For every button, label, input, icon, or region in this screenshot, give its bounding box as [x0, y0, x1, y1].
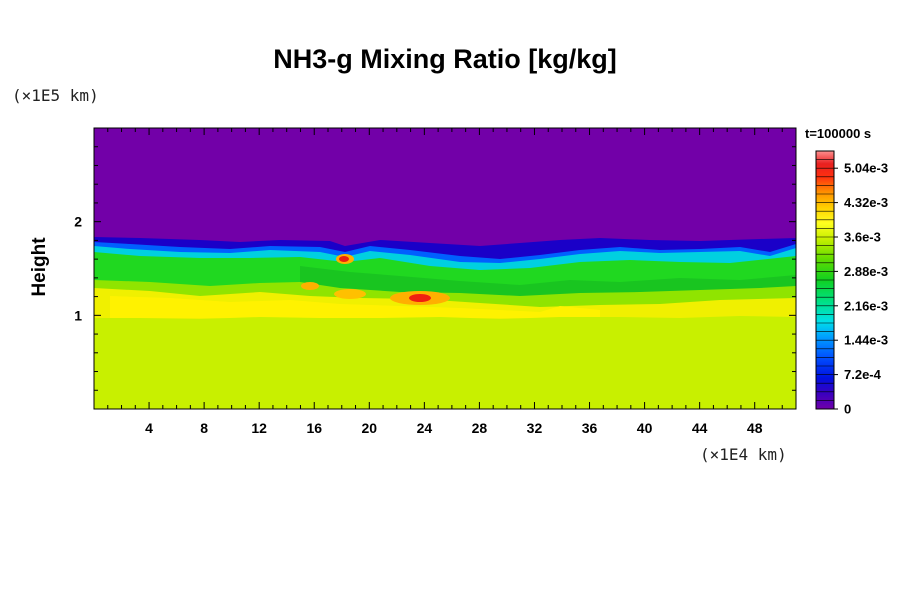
- x-tick-label: 8: [200, 420, 208, 436]
- x-axis: 4 8 12 16 20 24 28 32 36 40 44 48: [107, 128, 783, 436]
- x-tick-label: 12: [251, 420, 267, 436]
- x-axis-unit-label: (×1E4 km): [700, 445, 787, 464]
- layer-lower-lime: [94, 316, 796, 409]
- maximum-red-core: [409, 294, 431, 302]
- upper-maximum-core: [339, 256, 349, 262]
- x-tick-label: 16: [306, 420, 322, 436]
- orange-patch-1: [334, 289, 366, 299]
- x-tick-label: 36: [582, 420, 598, 436]
- x-tick-label: 24: [417, 420, 433, 436]
- x-tick-label: 48: [747, 420, 763, 436]
- y-axis-unit-label: (×1E5 km): [12, 86, 99, 105]
- colorbar-tick-label: 2.88e-3: [844, 264, 888, 279]
- plot-area: [93, 127, 797, 410]
- plot-frame: [93, 127, 797, 410]
- colorbar-tick-label: 1.44e-3: [844, 333, 888, 348]
- y-axis: 12: [74, 146, 796, 391]
- y-tick-label: 1: [74, 307, 82, 323]
- x-tick-label: 32: [527, 420, 543, 436]
- colorbar: 0 7.2e-4 1.44e-3 2.16e-3 2.88e-3 3.6e-3 4.32e-…: [815, 150, 888, 417]
- colorbar-tick-label: 2.16e-3: [844, 298, 888, 313]
- x-tick-label: 20: [362, 420, 378, 436]
- colorbar-tick-label: 4.32e-3: [844, 195, 888, 210]
- y-tick-label: 2: [74, 214, 82, 230]
- colorbar-tick-label: 7.2e-4: [844, 367, 882, 382]
- layer-bright-yellow: [110, 296, 600, 318]
- colorbar-tick-label: 5.04e-3: [844, 161, 888, 176]
- colorbar-tick-label: 0: [844, 402, 851, 417]
- x-tick-label: 40: [637, 420, 653, 436]
- x-tick-label: 4: [145, 420, 153, 436]
- time-label: t=100000 s: [805, 126, 872, 141]
- orange-patch-2: [301, 282, 319, 290]
- colorbar-tick-label: 3.6e-3: [844, 230, 881, 245]
- x-tick-label: 28: [472, 420, 488, 436]
- x-tick-label: 44: [692, 420, 708, 436]
- heatmap-field: [94, 128, 796, 409]
- chart-title: NH3-g Mixing Ratio [kg/kg]: [273, 44, 617, 74]
